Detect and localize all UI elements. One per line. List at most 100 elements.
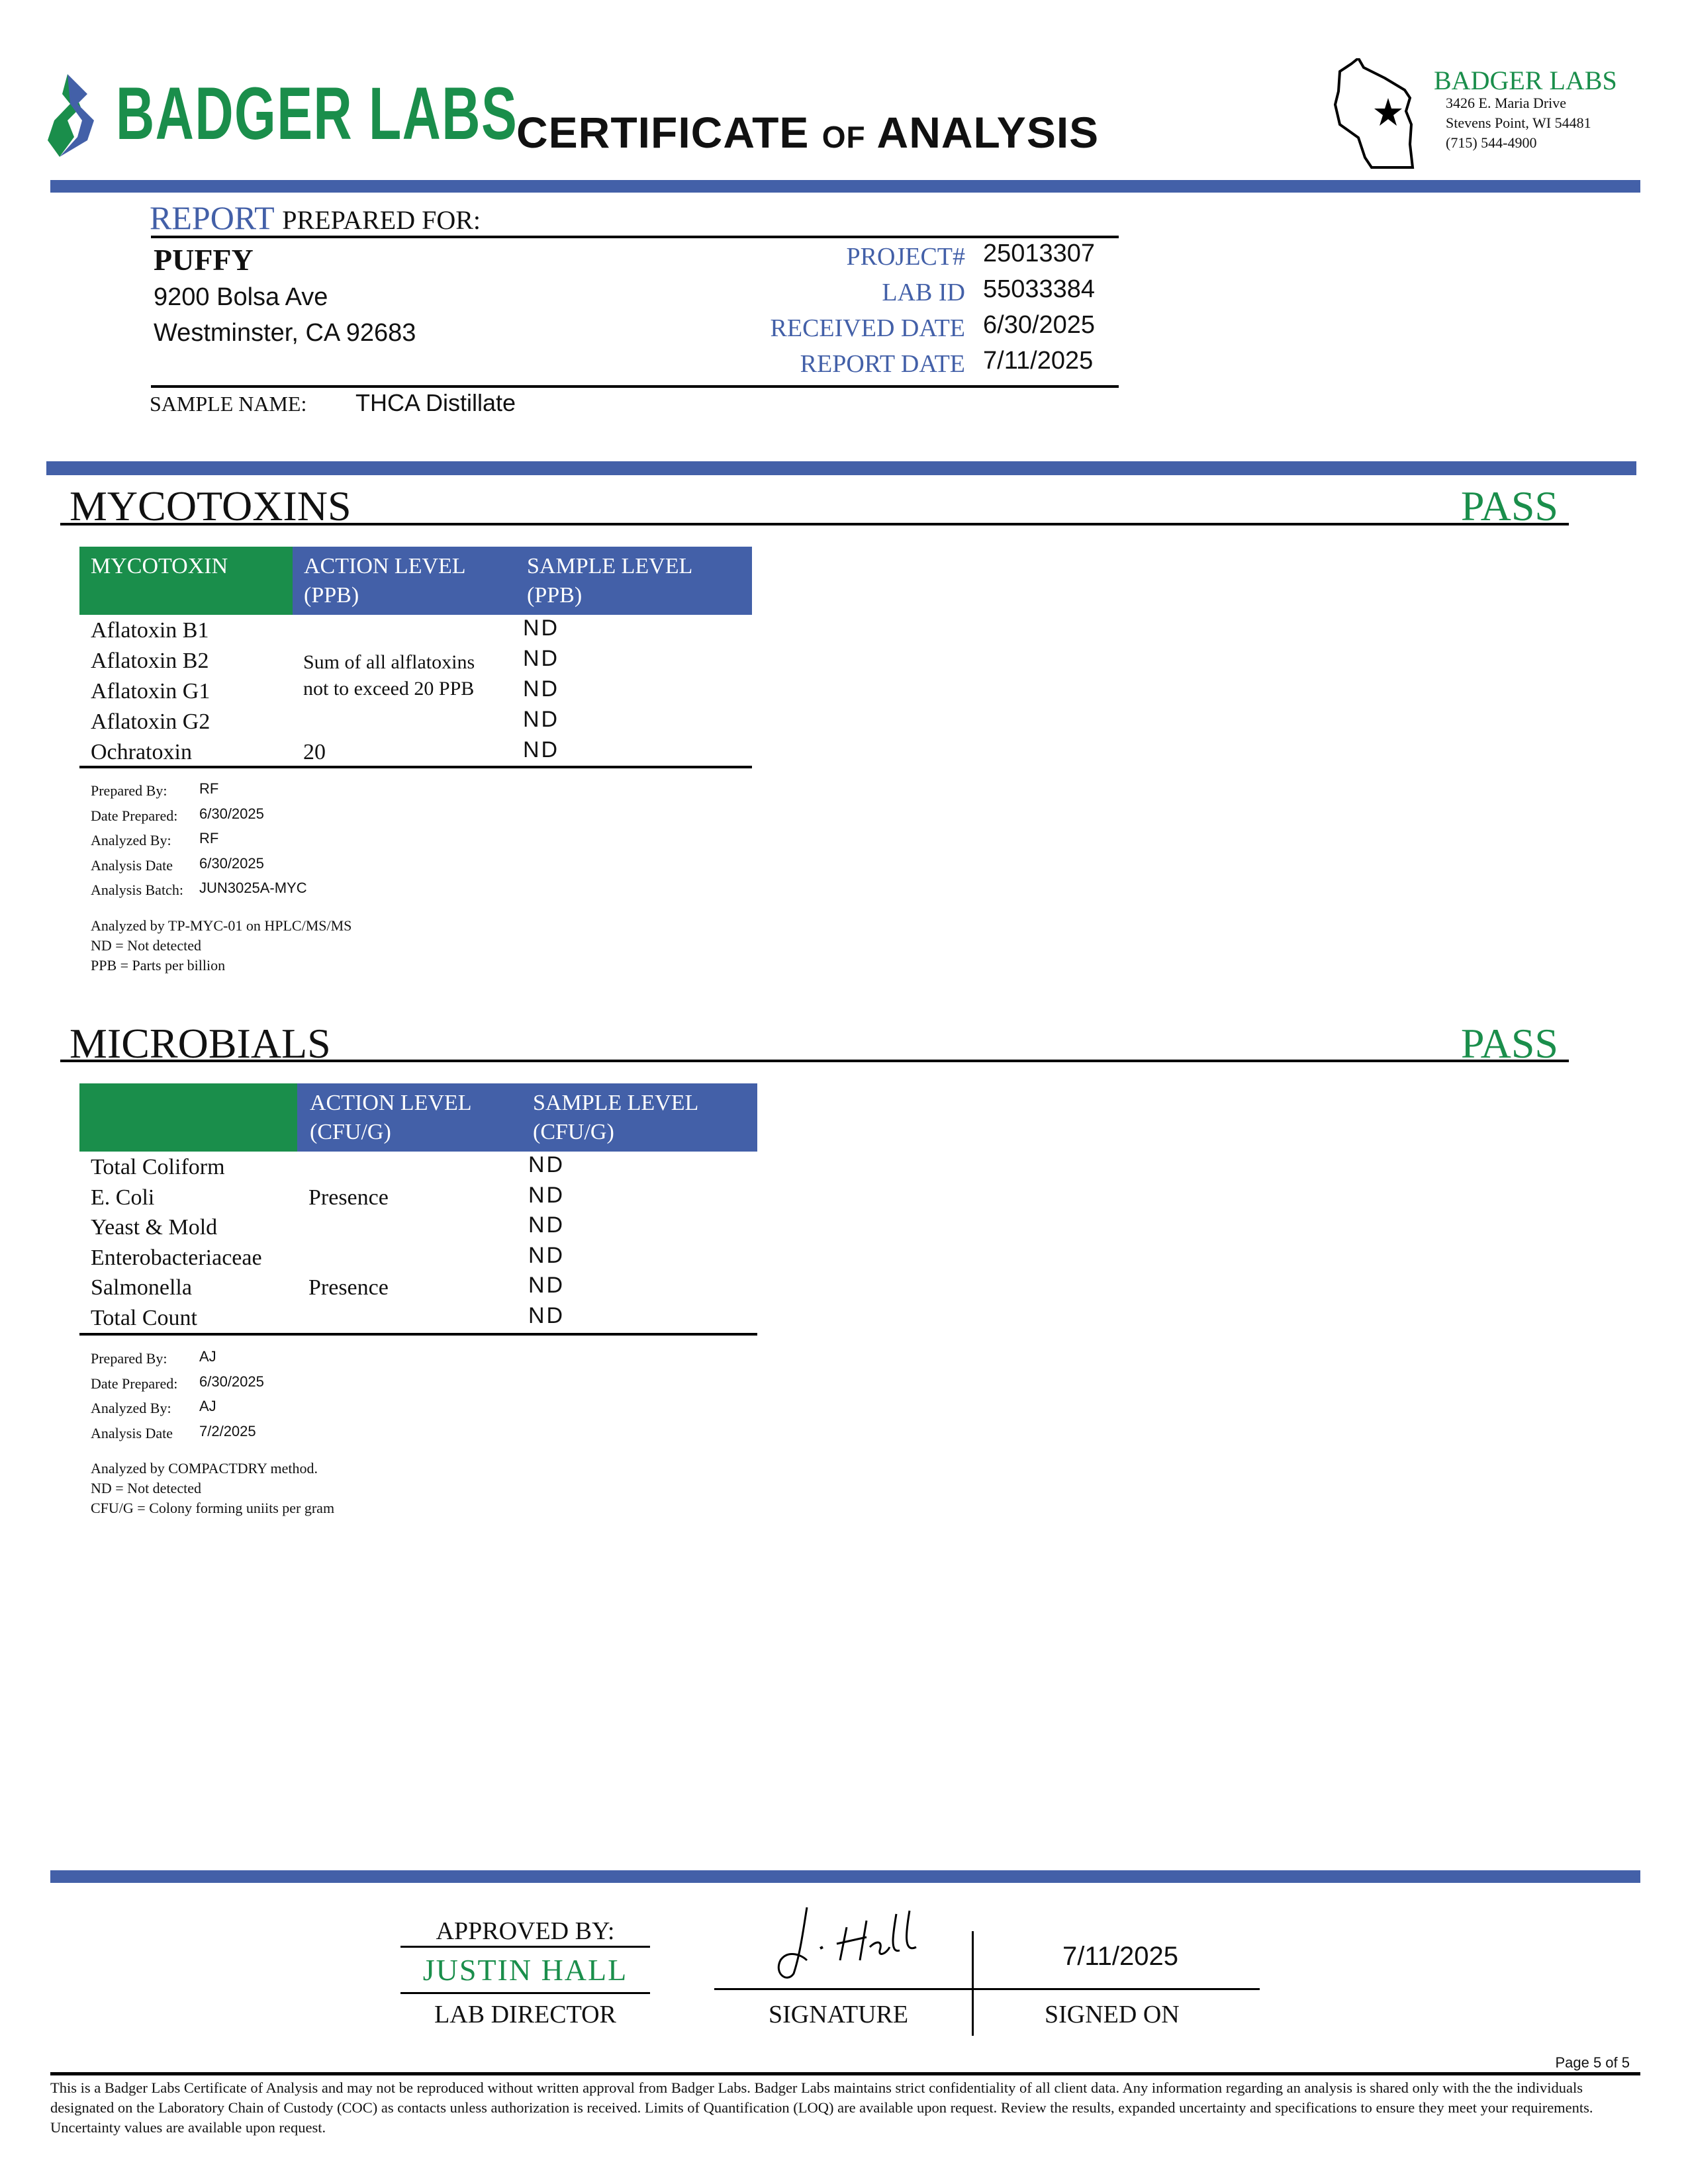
- col-header-action: ACTION LEVEL: [304, 554, 466, 578]
- sample-level: ND: [528, 1212, 565, 1238]
- approver-title: LAB DIRECTOR: [434, 2001, 616, 2028]
- note: ND = Not detected: [91, 1480, 201, 1496]
- meta-label: Prepared By:: [91, 1350, 167, 1367]
- meta-label: Analysis Batch:: [91, 882, 183, 898]
- meta-value: 6/30/2025: [199, 805, 264, 822]
- client-address-2: Westminster, CA 92683: [154, 319, 416, 347]
- signed-on-date: 7/11/2025: [1062, 1942, 1178, 1971]
- field-label: PROJECT#: [846, 243, 965, 271]
- mycotoxin-name: Ochratoxin: [91, 740, 192, 764]
- microbial-name: Total Coliform: [91, 1155, 225, 1179]
- action-level: Presence: [308, 1185, 389, 1210]
- sample-level: ND: [528, 1242, 565, 1268]
- divider: [151, 236, 1119, 238]
- lab-phone: (715) 544-4900: [1446, 134, 1537, 151]
- signature-image: [777, 1907, 917, 1979]
- section-divider: [46, 461, 1636, 475]
- footer-divider: [50, 1870, 1640, 1883]
- meta-label: Analysis Date: [91, 856, 173, 874]
- col-header-sample-unit: (PPB): [527, 583, 583, 608]
- meta-label: Analyzed By:: [91, 1400, 171, 1416]
- meta-label: Analyzed By:: [91, 832, 171, 848]
- sample-level: ND: [523, 646, 560, 671]
- wisconsin-map-icon: [1333, 58, 1415, 169]
- lab-address-1: 3426 E. Maria Drive: [1446, 95, 1567, 111]
- table-header-blue: [297, 1083, 757, 1152]
- note: CFU/G = Colony forming uniits per gram: [91, 1500, 335, 1516]
- microbial-name: Enterobacteriaceae: [91, 1245, 262, 1270]
- microbial-name: Total Count: [91, 1305, 198, 1330]
- sample-level: ND: [528, 1302, 565, 1328]
- sample-name-label: SAMPLE NAME:: [150, 392, 307, 416]
- field-value: 25013307: [983, 240, 1096, 267]
- mycotoxins-title: MYCOTOXINS: [70, 482, 352, 529]
- lab-address-2: Stevens Point, WI 54481: [1446, 114, 1591, 131]
- action-level: Presence: [308, 1275, 389, 1300]
- field-label: LAB ID: [882, 279, 965, 306]
- meta-label: Date Prepared:: [91, 807, 178, 824]
- title-part: CERTIFICATE: [516, 108, 810, 157]
- sample-level: ND: [523, 615, 560, 641]
- col-header-sample: SAMPLE LEVEL: [533, 1091, 699, 1115]
- mycotoxins-status: PASS: [1460, 482, 1558, 529]
- microbial-name: Salmonella: [91, 1275, 192, 1300]
- mycotoxin-name: Aflatoxin G1: [91, 679, 211, 704]
- meta-label: Date Prepared:: [91, 1375, 178, 1392]
- aflatoxin-action-level: not to exceed 20 PPB: [303, 678, 475, 700]
- meta-label: Prepared By:: [91, 782, 167, 799]
- divider: [972, 1931, 974, 2036]
- microbials-status: PASS: [1460, 1020, 1558, 1067]
- divider: [400, 1992, 650, 1994]
- mycotoxin-name: Aflatoxin B2: [91, 649, 209, 673]
- meta-value: AJ: [199, 1348, 216, 1365]
- document-title: CERTIFICATE OF ANALYSIS: [516, 106, 1099, 163]
- signed-on-label: SIGNED ON: [1045, 2001, 1180, 2028]
- report-prepared-for-label: REPORT PREPARED FOR:: [150, 199, 481, 237]
- table-header-green: [79, 1083, 297, 1152]
- note: ND = Not detected: [91, 937, 201, 954]
- col-header-action-unit: (CFU/G): [310, 1120, 391, 1144]
- divider: [151, 385, 1119, 388]
- field-value: 55033384: [983, 275, 1096, 303]
- title-part: ANALYSIS: [876, 108, 1100, 157]
- report-label: REPORT: [150, 199, 274, 236]
- meta-value: 6/30/2025: [199, 854, 264, 872]
- col-header-mycotoxin: MYCOTOXIN: [91, 554, 228, 578]
- divider: [50, 2072, 1640, 2075]
- sample-name: THCA Distillate: [355, 389, 516, 416]
- approver-name: JUSTIN HALL: [422, 1953, 628, 1987]
- signature-label: SIGNATURE: [769, 2001, 909, 2028]
- col-header-sample: SAMPLE LEVEL: [527, 554, 693, 578]
- note: Analyzed by COMPACTDRY method.: [91, 1460, 318, 1477]
- sample-level: ND: [523, 676, 560, 702]
- meta-label: Analysis Date: [91, 1424, 173, 1441]
- client-name: PUFFY: [154, 243, 254, 277]
- col-header-action: ACTION LEVEL: [310, 1091, 472, 1115]
- meta-value: RF: [199, 780, 219, 797]
- sample-level: ND: [528, 1182, 565, 1208]
- field-value: 6/30/2025: [983, 311, 1096, 339]
- field-label: RECEIVED DATE: [770, 314, 965, 342]
- title-of: OF: [821, 120, 866, 154]
- sample-level: ND: [528, 1273, 565, 1298]
- header-divider: [50, 180, 1640, 193]
- field-value: 7/11/2025: [983, 347, 1094, 375]
- aflatoxin-action-level: Sum of all alflatoxins: [303, 651, 475, 673]
- logo-text: BADGER LABS: [116, 72, 518, 155]
- note: Analyzed by TP-MYC-01 on HPLC/MS/MS: [91, 917, 352, 934]
- approved-by-label: APPROVED BY:: [436, 1917, 615, 1945]
- meta-value: AJ: [199, 1398, 216, 1414]
- divider: [60, 523, 1569, 525]
- table-header-blue: [293, 547, 752, 615]
- divider: [79, 1333, 757, 1336]
- sample-level: ND: [528, 1152, 565, 1177]
- field-label: REPORT DATE: [800, 350, 965, 378]
- microbial-name: E. Coli: [91, 1185, 155, 1210]
- page-number: Page 5 of 5: [1555, 2054, 1630, 2071]
- divider: [60, 1060, 1569, 1062]
- note: PPB = Parts per billion: [91, 957, 226, 974]
- disclaimer: This is a Badger Labs Certificate of Ana…: [50, 2079, 1593, 2136]
- sample-level: ND: [523, 707, 560, 732]
- action-level: 20: [303, 740, 326, 764]
- prepared-for-label: PREPARED FOR:: [282, 205, 481, 235]
